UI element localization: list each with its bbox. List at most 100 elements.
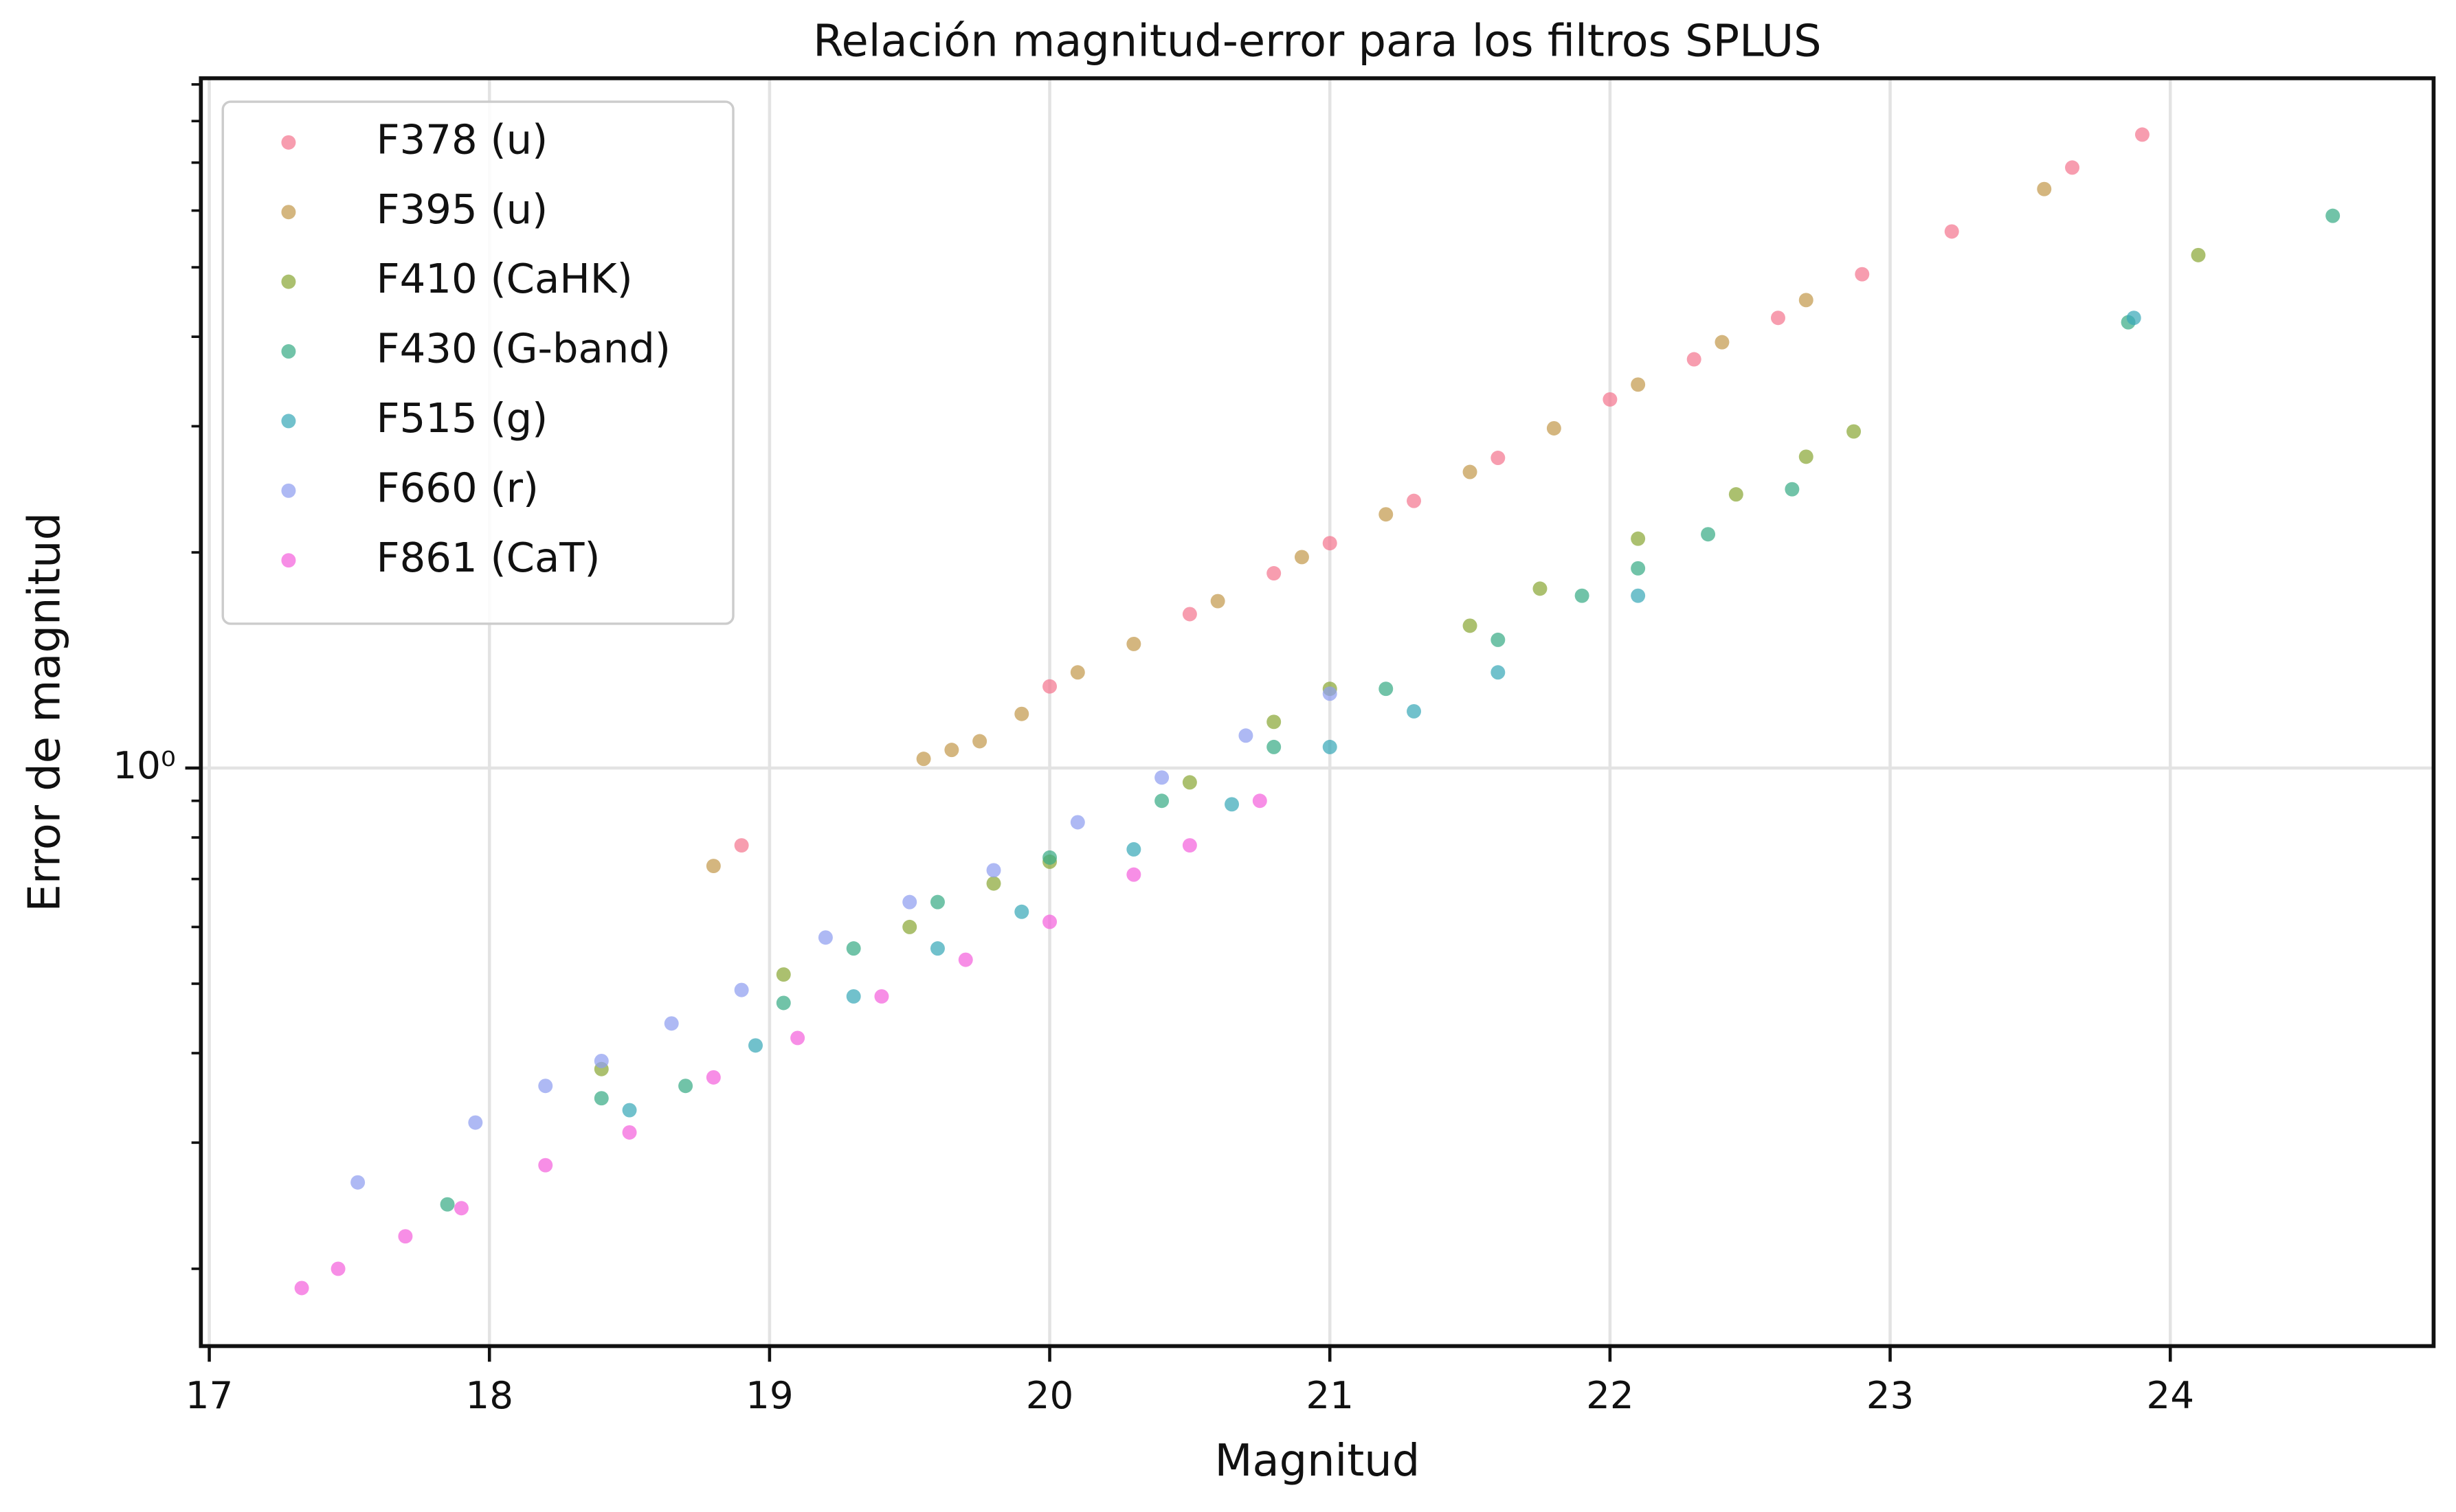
scatter-point — [622, 1103, 637, 1118]
scatter-point — [1462, 464, 1477, 479]
scatter-point — [2325, 208, 2341, 223]
legend-label: F515 (g) — [377, 394, 548, 442]
scatter-point — [331, 1261, 346, 1276]
scatter-point — [1210, 594, 1225, 609]
legend-marker — [281, 344, 296, 359]
scatter-point — [1407, 493, 1421, 508]
legend-marker — [281, 414, 296, 429]
scatter-point — [350, 1175, 366, 1190]
scatter-point — [706, 859, 721, 874]
y-axis-label: Error de magnitud — [20, 512, 71, 912]
scatter-point — [594, 1054, 609, 1068]
scatter-point — [1070, 665, 1085, 680]
x-axis-label: Magnitud — [1215, 1436, 1420, 1487]
scatter-point — [1491, 632, 1506, 647]
scatter-point — [1182, 607, 1197, 622]
scatter-point — [1546, 421, 1561, 436]
scatter-point — [706, 1070, 721, 1085]
scatter-point — [1715, 335, 1730, 350]
scatter-point — [1154, 793, 1170, 809]
scatter-point — [1728, 487, 1743, 502]
scatter-point — [538, 1158, 553, 1173]
scatter-point — [1294, 550, 1309, 565]
chart-title: Relación magnitud-error para los filtros… — [813, 16, 1822, 67]
scatter-point — [734, 982, 749, 997]
scatter-point — [1126, 636, 1141, 651]
scatter-point — [1252, 793, 1267, 809]
scatter-point — [818, 930, 833, 945]
scatter-point — [1631, 588, 1646, 603]
scatter-point — [594, 1091, 609, 1106]
marks — [294, 127, 2341, 1296]
scatter-point — [398, 1229, 413, 1244]
scatter-point — [1266, 566, 1282, 581]
y-tick-label: 10⁰ — [113, 743, 176, 787]
scatter-point — [1462, 618, 1477, 633]
scatter-point — [902, 894, 917, 910]
scatter-point — [1014, 706, 1029, 721]
scatter-point — [944, 743, 959, 758]
scatter-point — [440, 1197, 455, 1212]
scatter-point — [1126, 842, 1141, 857]
scatter-point — [1322, 536, 1337, 551]
legend-box — [221, 100, 735, 625]
legend-marker — [281, 553, 296, 568]
legend-marker — [281, 483, 296, 498]
scatter-point — [874, 989, 889, 1004]
scatter-point — [1798, 293, 1813, 308]
x-tick-label: 20 — [1026, 1373, 1074, 1417]
scatter-point — [1846, 424, 1862, 439]
scatter-point — [1014, 904, 1029, 919]
scatter-point — [1238, 728, 1253, 743]
scatter-point — [1154, 770, 1170, 785]
scatter-point — [1631, 377, 1646, 392]
legend-marker — [281, 274, 296, 289]
scatter-point — [1785, 482, 1800, 497]
scatter-point — [1798, 449, 1813, 464]
scatter-point — [1042, 914, 1058, 929]
scatter-point — [2065, 160, 2080, 175]
scatter-point — [846, 941, 861, 956]
scatter-point — [1631, 561, 1646, 576]
scatter-point — [2037, 181, 2052, 196]
x-tick-label: 18 — [465, 1373, 513, 1417]
scatter-point — [916, 752, 931, 767]
scatter-point — [1701, 527, 1716, 542]
scatter-point — [622, 1125, 637, 1140]
scatter-point — [790, 1030, 805, 1046]
scatter-point — [454, 1201, 469, 1216]
legend-label: F861 (CaT) — [377, 534, 601, 581]
scatter-point — [930, 894, 945, 910]
scatter-point — [468, 1115, 483, 1130]
scatter-point — [1532, 581, 1548, 596]
legend-label: F660 (r) — [377, 464, 539, 511]
scatter-point — [1574, 588, 1589, 603]
scatter-point — [972, 734, 987, 749]
axes: 17 18 19 20 21 22 23 24 10⁰ — [113, 76, 2436, 1417]
scatter-point — [1126, 867, 1141, 882]
x-tick-label: 22 — [1586, 1373, 1634, 1417]
scatter-point — [1686, 352, 1701, 367]
scatter-point — [902, 919, 917, 934]
scatter-point — [1631, 531, 1646, 546]
legend-marker — [281, 205, 296, 220]
scatter-point — [1182, 838, 1197, 853]
scatter-point — [1042, 850, 1058, 865]
scatter-point — [986, 876, 1001, 891]
scatter-point — [1944, 224, 1959, 239]
grid — [201, 78, 2434, 1346]
scatter-point — [294, 1280, 309, 1296]
scatter-point — [1182, 775, 1197, 790]
scatter-point — [1491, 451, 1506, 465]
x-tick-label: 17 — [186, 1373, 234, 1417]
scatter-point — [1771, 311, 1785, 326]
scatter-point — [1266, 714, 1282, 730]
scatter-point — [1603, 392, 1618, 407]
scatter-point — [1378, 681, 1394, 697]
scatter-point — [664, 1016, 679, 1031]
x-tick-label: 21 — [1306, 1373, 1354, 1417]
legend: F378 (u) F395 (u) F410 (CaHK) F430 (G-band)… — [221, 100, 735, 625]
scatter-point — [1491, 665, 1506, 680]
scatter-point — [678, 1079, 693, 1094]
